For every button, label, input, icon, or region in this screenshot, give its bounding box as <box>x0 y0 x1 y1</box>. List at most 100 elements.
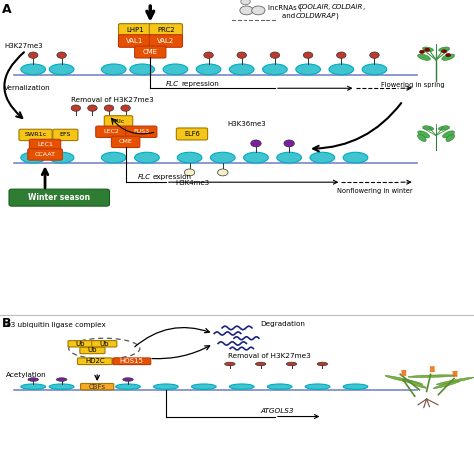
Circle shape <box>121 105 130 111</box>
Circle shape <box>270 52 280 58</box>
Ellipse shape <box>196 64 221 75</box>
Text: EFS: EFS <box>60 132 71 137</box>
Ellipse shape <box>453 376 457 377</box>
Circle shape <box>241 0 250 5</box>
Ellipse shape <box>437 377 474 384</box>
Text: Winter season: Winter season <box>28 193 91 202</box>
Ellipse shape <box>401 370 406 371</box>
Text: VAL2: VAL2 <box>157 38 174 44</box>
Ellipse shape <box>49 64 74 75</box>
FancyBboxPatch shape <box>118 35 152 47</box>
Ellipse shape <box>430 366 435 367</box>
FancyBboxPatch shape <box>68 341 93 347</box>
Text: COLDAIR: COLDAIR <box>332 4 363 10</box>
Ellipse shape <box>82 384 107 389</box>
FancyBboxPatch shape <box>78 358 112 365</box>
Ellipse shape <box>310 152 335 163</box>
Text: COLDWRAP: COLDWRAP <box>295 13 336 19</box>
Ellipse shape <box>433 381 460 389</box>
Ellipse shape <box>101 64 126 75</box>
Ellipse shape <box>453 372 457 373</box>
Text: H3K27me3: H3K27me3 <box>5 43 43 49</box>
Text: COOLAIR: COOLAIR <box>298 4 329 10</box>
Ellipse shape <box>101 152 126 163</box>
Text: FRIc: FRIc <box>112 119 125 124</box>
Ellipse shape <box>401 373 406 374</box>
Text: Ub: Ub <box>76 341 85 347</box>
Circle shape <box>419 50 424 54</box>
Ellipse shape <box>229 64 254 75</box>
Circle shape <box>425 48 429 51</box>
Ellipse shape <box>418 134 426 141</box>
FancyBboxPatch shape <box>149 35 182 47</box>
Text: Vernalization: Vernalization <box>4 85 50 91</box>
FancyBboxPatch shape <box>29 139 61 151</box>
FancyBboxPatch shape <box>96 126 127 137</box>
Ellipse shape <box>343 152 368 163</box>
Ellipse shape <box>408 375 456 377</box>
FancyBboxPatch shape <box>53 129 78 141</box>
Ellipse shape <box>430 369 435 370</box>
Ellipse shape <box>438 126 449 130</box>
Text: PRC2: PRC2 <box>157 27 175 33</box>
Text: A: A <box>2 3 12 16</box>
Circle shape <box>123 378 133 381</box>
Circle shape <box>56 378 67 381</box>
Ellipse shape <box>446 134 455 141</box>
FancyBboxPatch shape <box>149 24 182 36</box>
FancyBboxPatch shape <box>111 136 140 147</box>
Ellipse shape <box>296 64 320 75</box>
Ellipse shape <box>277 152 301 163</box>
Circle shape <box>442 50 447 53</box>
Circle shape <box>370 52 379 58</box>
Circle shape <box>240 6 253 15</box>
Circle shape <box>284 140 294 147</box>
Text: FLC: FLC <box>166 81 179 87</box>
Circle shape <box>104 105 114 111</box>
Text: LEC1: LEC1 <box>37 143 53 147</box>
Ellipse shape <box>442 54 455 60</box>
Ellipse shape <box>49 152 74 163</box>
Ellipse shape <box>404 379 427 388</box>
Text: Ub: Ub <box>88 347 97 354</box>
Ellipse shape <box>116 384 140 389</box>
FancyBboxPatch shape <box>176 128 208 140</box>
Text: LHP1: LHP1 <box>126 27 144 33</box>
Ellipse shape <box>343 384 368 389</box>
Ellipse shape <box>430 371 435 372</box>
Text: Degradation: Degradation <box>261 320 306 327</box>
Text: expression: expression <box>153 174 191 180</box>
Text: ,: , <box>328 4 333 10</box>
FancyBboxPatch shape <box>19 129 52 141</box>
Text: E3 ubiquitin ligase complex: E3 ubiquitin ligase complex <box>6 322 105 328</box>
Text: Ub: Ub <box>100 341 109 347</box>
Ellipse shape <box>418 131 429 138</box>
Circle shape <box>446 54 451 57</box>
Ellipse shape <box>21 152 46 163</box>
Text: repression: repression <box>181 81 219 87</box>
Ellipse shape <box>305 384 330 389</box>
Circle shape <box>286 362 297 366</box>
Ellipse shape <box>21 384 46 389</box>
Ellipse shape <box>418 54 430 60</box>
Text: CBFs: CBFs <box>89 383 106 390</box>
Text: HOS15: HOS15 <box>120 358 144 364</box>
Circle shape <box>337 52 346 58</box>
Text: VAL1: VAL1 <box>127 38 144 44</box>
Ellipse shape <box>49 384 74 389</box>
Ellipse shape <box>423 126 434 130</box>
Circle shape <box>28 52 38 58</box>
Ellipse shape <box>443 131 455 138</box>
Circle shape <box>218 169 228 176</box>
Ellipse shape <box>163 64 188 75</box>
FancyBboxPatch shape <box>118 24 152 36</box>
Ellipse shape <box>229 384 254 389</box>
Ellipse shape <box>154 384 178 389</box>
Text: LEC2: LEC2 <box>103 129 119 134</box>
Text: ATGOLS3: ATGOLS3 <box>261 408 294 414</box>
Text: ,: , <box>363 4 365 10</box>
FancyBboxPatch shape <box>135 46 166 58</box>
Ellipse shape <box>21 64 46 75</box>
Ellipse shape <box>244 152 268 163</box>
Ellipse shape <box>439 47 449 51</box>
